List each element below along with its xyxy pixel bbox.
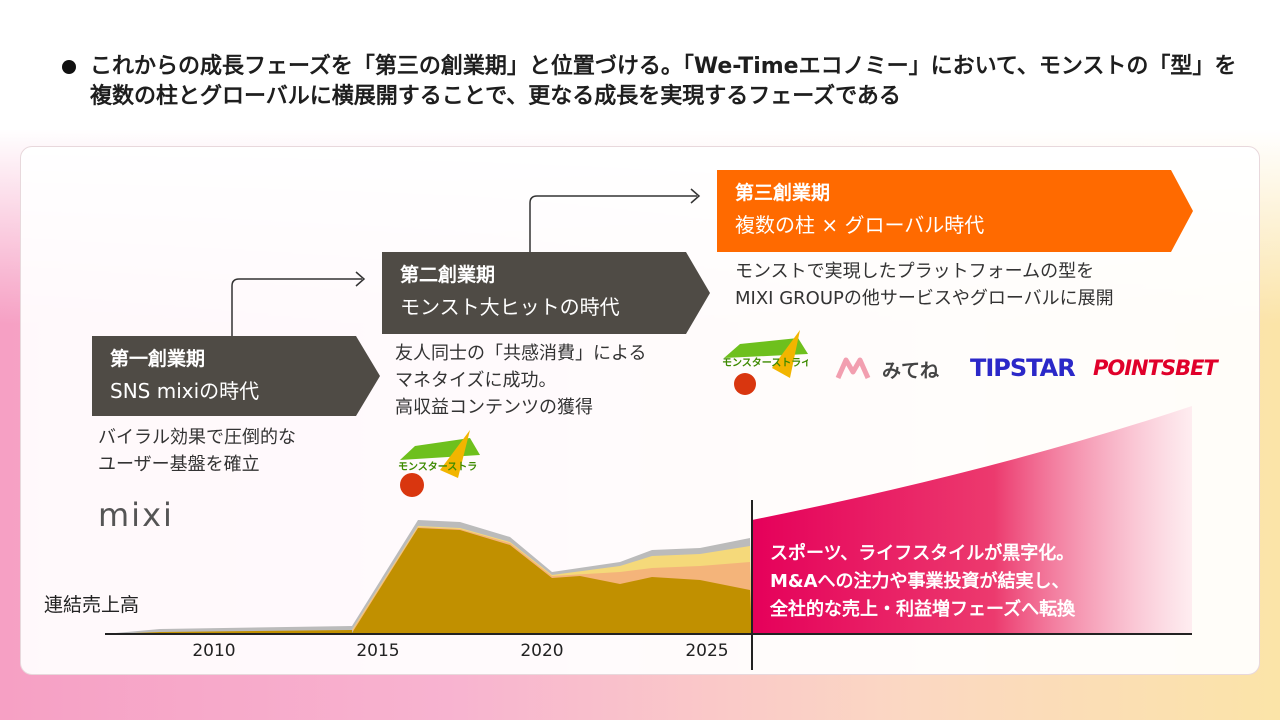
pointsbet-logo: POINTSBET	[1093, 356, 1218, 380]
monst-logo-icon-1	[400, 430, 480, 497]
phase-2-subtitle: モンスト大ヒットの時代	[400, 295, 620, 319]
phase-3-title: 第三創業期	[735, 182, 831, 204]
phase-1-banner: 第一創業期 SNS mixiの時代	[92, 336, 380, 416]
phase-2-desc-line-2: マネタイズに成功。	[395, 370, 557, 391]
future-note: スポーツ、ライフスタイルが黒字化。 M&Aへの注力や事業投資が結実し、 全社的な…	[770, 540, 1075, 624]
bullet-dot	[62, 60, 76, 74]
tipstar-logo: TIPSTAR	[970, 354, 1076, 382]
phase-1-desc-line-1: バイラル効果で圧倒的な	[98, 427, 296, 448]
phase-2-title: 第二創業期	[400, 264, 496, 286]
connector-2-arrow	[690, 188, 701, 204]
monst-logo-icon-2	[724, 330, 808, 395]
header-bullet: これからの成長フェーズを「第三の創業期」と位置づける。「We-Timeエコノミー…	[62, 52, 1242, 112]
mitene-logo: みてね	[882, 360, 940, 382]
phase-1-desc: バイラル効果で圧倒的な ユーザー基盤を確立	[98, 424, 296, 478]
monst-logo-2: モンスターストライク	[722, 358, 808, 369]
future-area	[752, 406, 1192, 634]
phase-1-desc-line-2: ユーザー基盤を確立	[98, 454, 260, 475]
phase-3-desc-line-2: MIXI GROUPの他サービスやグローバルに展開	[735, 288, 1114, 309]
future-note-line-1: スポーツ、ライフスタイルが黒字化。	[770, 543, 1075, 564]
phase-1-title: 第一創業期	[110, 348, 206, 370]
y-axis-label: 連結売上高	[44, 594, 140, 616]
tick-2015: 2015	[356, 641, 400, 661]
tick-2025: 2025	[685, 641, 729, 661]
revenue-area-gold	[352, 528, 752, 634]
phase-1-subtitle: SNS mixiの時代	[110, 379, 260, 403]
phase-2-desc: 友人同士の「共感消費」による マネタイズに成功。 高収益コンテンツの獲得	[395, 340, 646, 421]
phase-3-subtitle: 複数の柱 × グローバル時代	[735, 213, 985, 237]
mitene-logo-icon	[835, 357, 871, 380]
connector-1	[231, 278, 362, 336]
future-note-line-3: 全社的な売上・利益増フェーズへ転換	[770, 599, 1076, 620]
future-note-line-2: M&Aへの注力や事業投資が結実し、	[770, 571, 1070, 592]
phase-2-desc-line-1: 友人同士の「共感消費」による	[395, 343, 647, 364]
phase-3-desc-line-1: モンストで実現したプラットフォームの型を	[735, 261, 1095, 282]
connector-2	[529, 195, 697, 252]
tick-2010: 2010	[192, 641, 236, 661]
header-text: これからの成長フェーズを「第三の創業期」と位置づける。「We-Timeエコノミー…	[90, 54, 1237, 109]
connector-1-arrow	[355, 271, 366, 287]
tick-2020: 2020	[520, 641, 564, 661]
mixi-logo: mixi	[98, 496, 174, 534]
phase-2-desc-line-3: 高収益コンテンツの獲得	[395, 397, 593, 418]
phase-3-banner: 第三創業期 複数の柱 × グローバル時代	[717, 170, 1193, 252]
monst-logo-1: モンスターストライク	[398, 462, 478, 473]
phase-2-banner: 第二創業期 モンスト大ヒットの時代	[382, 252, 710, 334]
phase-3-desc: モンストで実現したプラットフォームの型を MIXI GROUPの他サービスやグロ…	[735, 258, 1114, 312]
